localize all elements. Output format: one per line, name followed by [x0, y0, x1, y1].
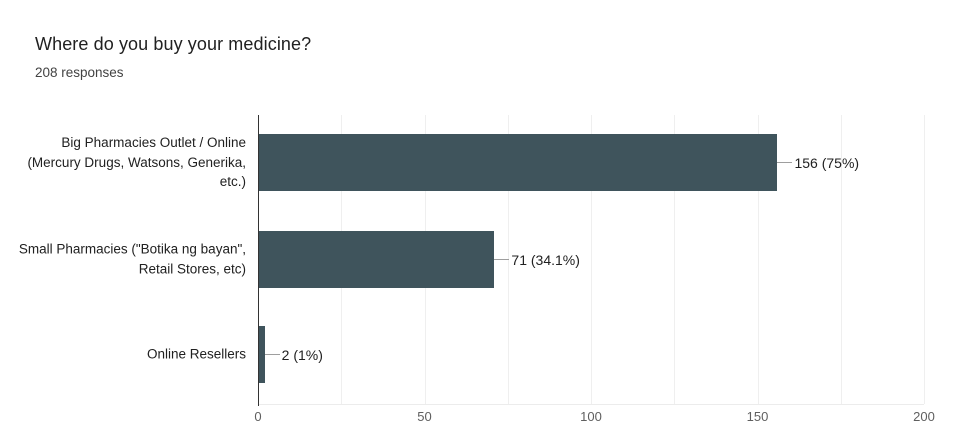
value-label: 71 (34.1%) [511, 251, 580, 268]
value-label: 156 (75%) [794, 154, 860, 171]
bar-row: 156 (75%) [258, 134, 924, 191]
plot-area: 156 (75%) 71 (34.1%) 2 (1%) [258, 115, 925, 406]
x-tick-label: 100 [580, 409, 602, 424]
value-label: 2 (1%) [281, 346, 323, 363]
bar-big-pharmacies [258, 134, 778, 191]
value-connector-line [777, 162, 793, 163]
gridline [591, 115, 592, 404]
bar-row: 71 (34.1%) [258, 231, 924, 288]
gridline [757, 115, 759, 404]
gridline [924, 115, 925, 404]
value-connector-line [264, 354, 280, 355]
bar-online-resellers [258, 326, 265, 383]
x-tick-label: 0 [254, 409, 262, 424]
y-axis-line [258, 115, 259, 406]
bar-small-pharmacies [258, 231, 495, 288]
category-label-online-resellers: Online Resellers [146, 346, 246, 362]
value-connector-line [494, 259, 510, 260]
category-label-small-pharmacies: Small Pharmacies ("Botika ng bayan", Ret… [18, 241, 246, 277]
question-title: Where do you buy your medicine? [35, 34, 312, 54]
category-label-big-pharmacies: Big Pharmacies Outlet / Online (Mercury … [27, 134, 246, 189]
x-tick-label: 50 [417, 409, 432, 424]
gridline [674, 115, 676, 404]
gridline [840, 115, 842, 404]
bar-row: 2 (1%) [258, 326, 924, 383]
category-labels: Big Pharmacies Outlet / Online (Mercury … [0, 115, 252, 405]
x-axis-ticks: 0 50 100 150 200 [254, 409, 934, 429]
x-tick-label: 200 [913, 409, 935, 424]
response-count: 208 responses [35, 65, 124, 80]
x-tick-label: 150 [746, 409, 769, 424]
